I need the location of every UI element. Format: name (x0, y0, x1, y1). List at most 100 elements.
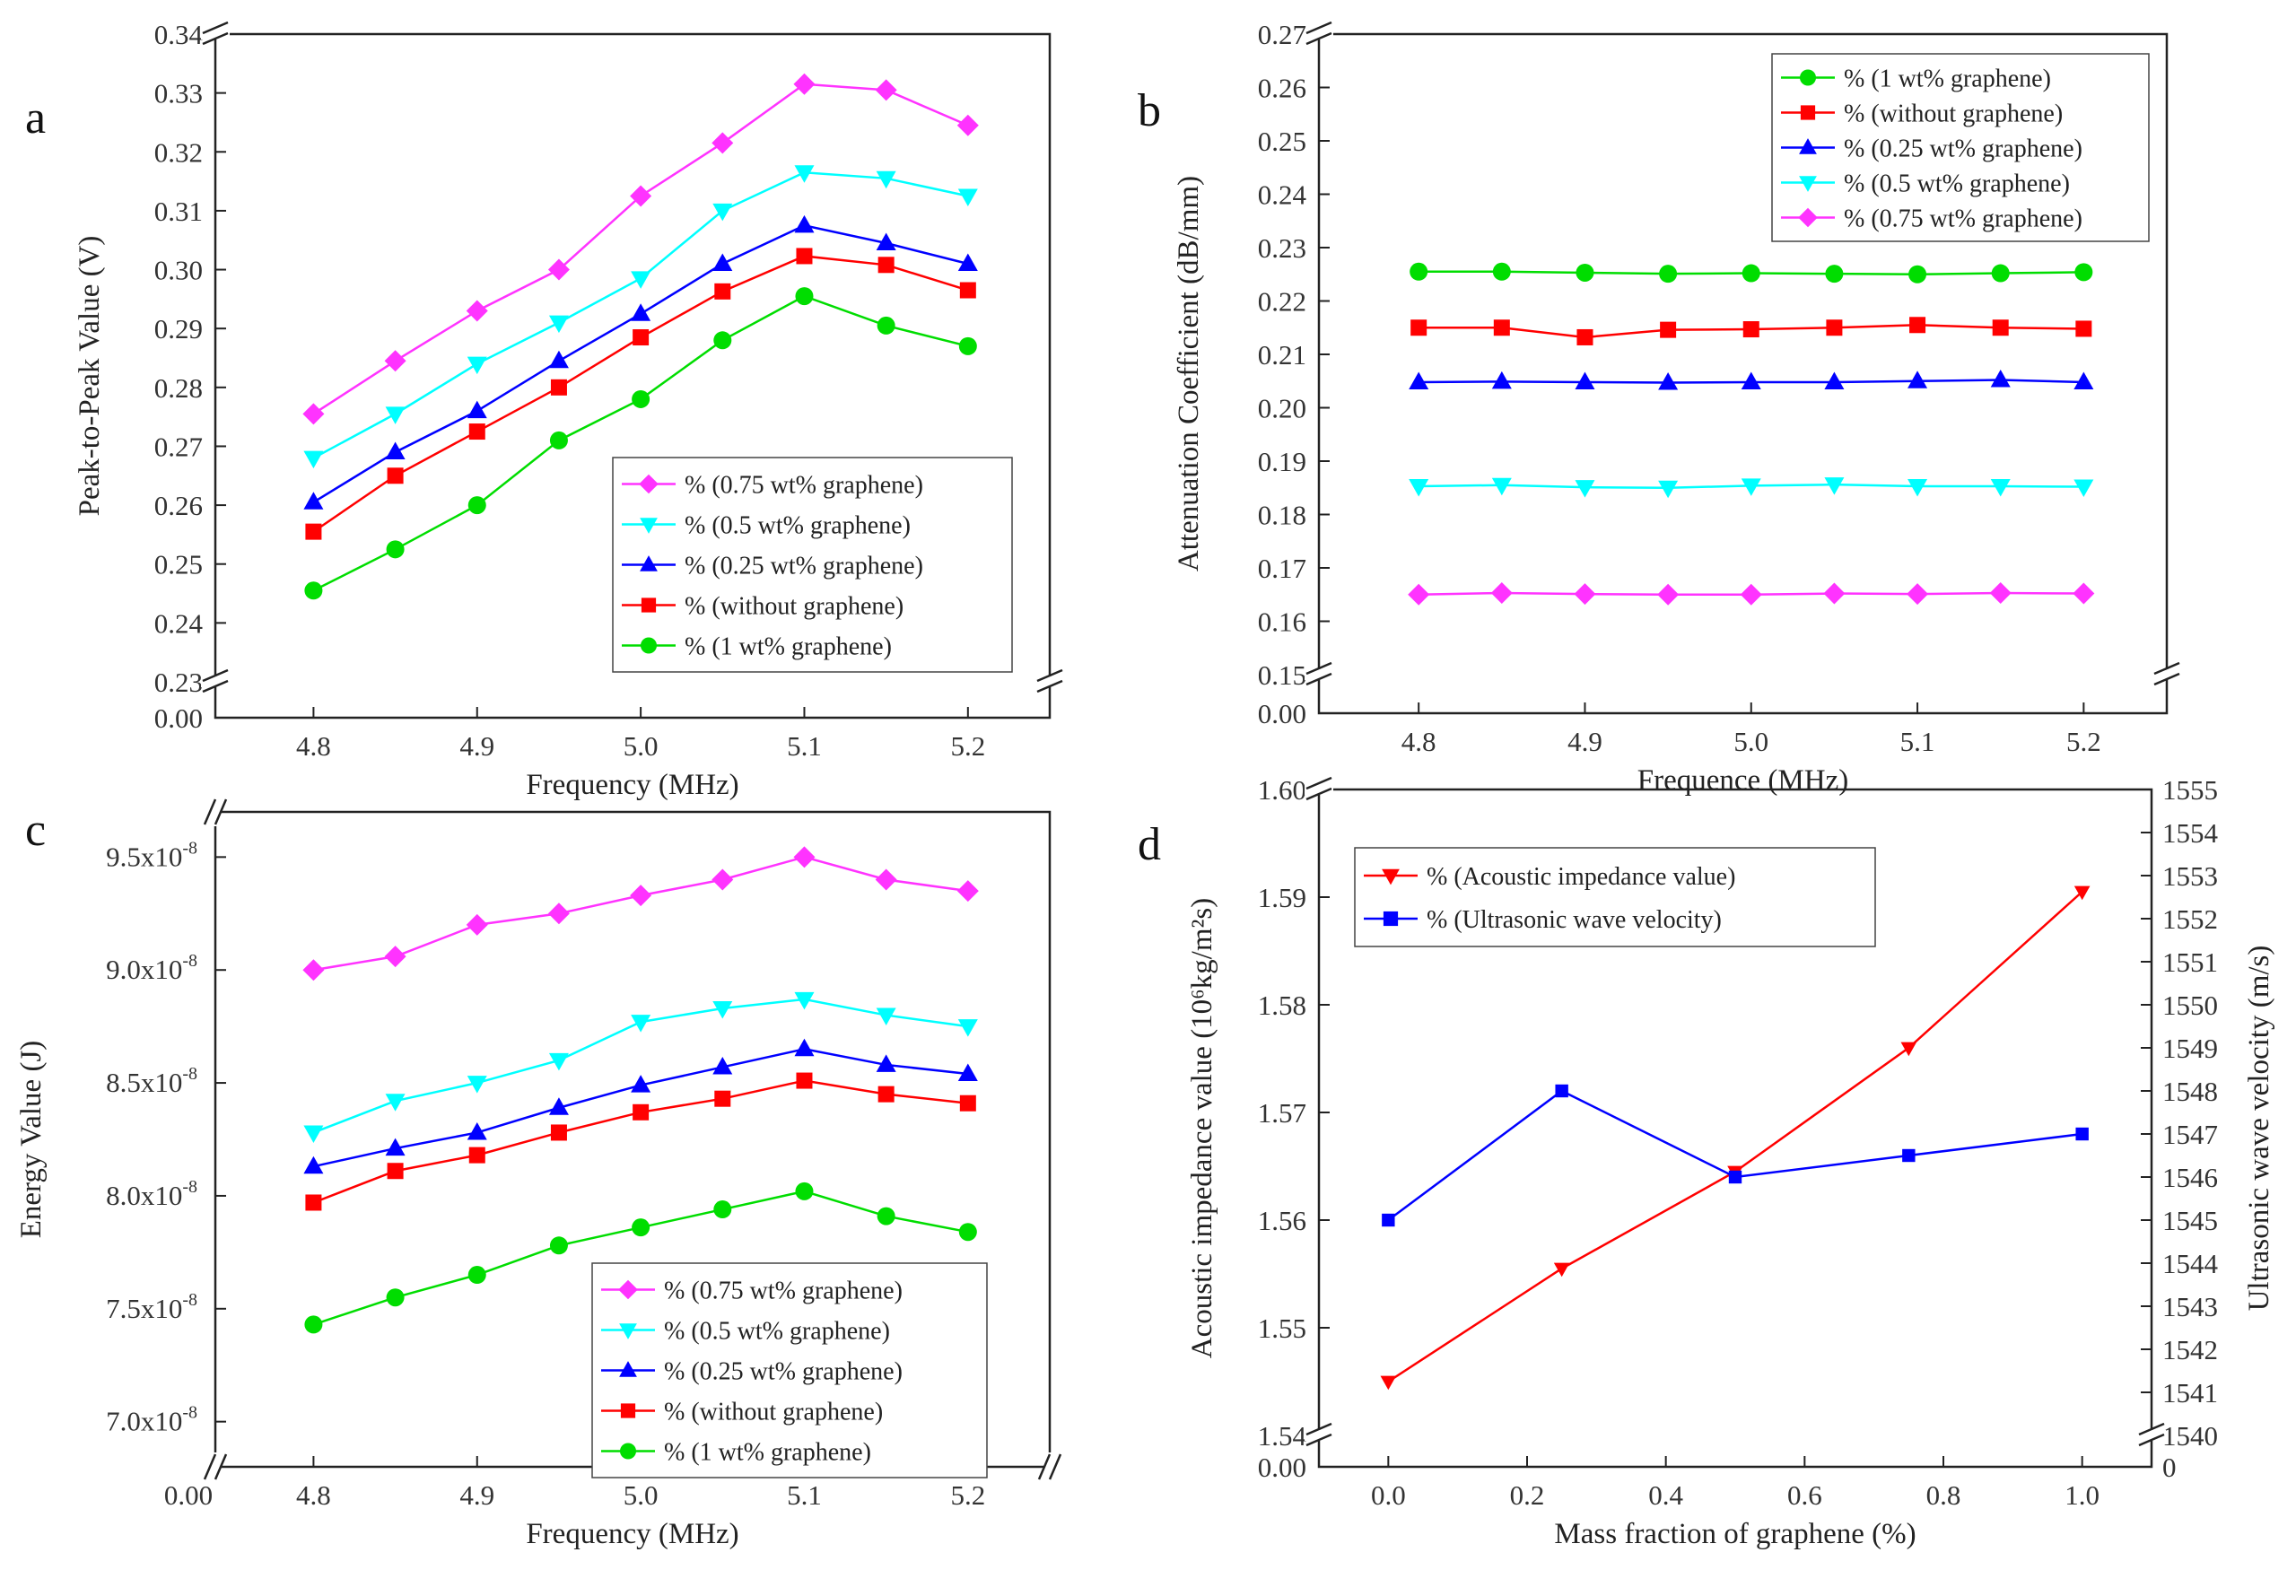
y-tick-label-a: 0.31 (154, 196, 203, 227)
x-axis-break-top-c (203, 798, 228, 826)
data-point-a-1 (631, 271, 651, 289)
y-right-tick-label-d: 1540 (2162, 1420, 2218, 1452)
y-tick-exponent-c: -8 (182, 1064, 197, 1084)
legend-marker-a-4 (641, 637, 657, 654)
data-point-a-0 (302, 403, 325, 425)
data-point-b-0 (1908, 265, 1927, 283)
data-point-a-2 (631, 303, 651, 321)
legend-marker-b-1 (1800, 105, 1816, 120)
y-right-tick-label-d: 1541 (2162, 1377, 2218, 1408)
series-line-d-0 (1387, 891, 2083, 1383)
legend-box-a (612, 457, 1013, 673)
x-tick-label-a: 4.8 (296, 730, 331, 762)
y-tick-label-d: 1.58 (1258, 990, 1306, 1021)
data-point-b-0 (1410, 262, 1428, 281)
data-point-c-4 (713, 1200, 732, 1219)
data-point-a-4 (795, 287, 814, 306)
y-tick-label-a: 0.32 (154, 136, 203, 168)
y-right-tick-label-d: 1546 (2162, 1162, 2218, 1193)
data-point-b-1 (1660, 321, 1677, 338)
data-point-d-1 (2075, 1127, 2089, 1141)
x-tick-label-c: 4.8 (296, 1479, 331, 1511)
panel-d-chart: d 1.54 1.55 1.56 1.57 1.58 1.59 1.60 1540 1541 154… (1138, 774, 2275, 1550)
data-point-b-2 (1908, 371, 1928, 388)
data-point-c-0 (630, 885, 652, 907)
data-point-c-4 (877, 1207, 895, 1225)
y-axis-break-top-d-slash-2 (1305, 787, 1332, 801)
data-point-b-4 (1907, 583, 1929, 606)
data-point-b-4 (1989, 581, 2012, 604)
legend-marker-d-1 (1383, 911, 1399, 927)
y-tick-label-d: 1.57 (1258, 1097, 1306, 1129)
y-right-tick-label-d: 1543 (2162, 1291, 2218, 1322)
y-right-tick-label-d: 1552 (2162, 903, 2218, 935)
y-right-tick-label-d: 1549 (2162, 1033, 2218, 1064)
series-line-c-0 (313, 856, 968, 972)
data-point-a-4 (877, 316, 895, 335)
y-axis-break-a (201, 668, 230, 693)
data-point-c-3 (387, 1163, 404, 1180)
y-right-tick-label-d: 1550 (2162, 990, 2218, 1021)
data-point-c-0 (547, 903, 570, 925)
y-axis-break-right-d-slash-1 (2138, 1422, 2165, 1436)
legend-label-a-4: % (1 wt% graphene) (685, 633, 892, 661)
x-tick-label-c: 5.1 (787, 1479, 822, 1511)
data-point-b-1 (2075, 320, 2092, 337)
data-point-a-4 (467, 496, 486, 515)
legend-label-c-2: % (0.25 wt% graphene) (664, 1358, 903, 1386)
data-point-d-1 (1728, 1170, 1742, 1184)
data-point-c-0 (711, 868, 734, 891)
x-tick-label-a: 5.0 (624, 730, 659, 762)
data-point-b-1 (1410, 319, 1427, 336)
y-right-tick-label-d: 1547 (2162, 1119, 2218, 1150)
data-point-a-1 (385, 406, 406, 424)
x-axis-label-d: Mass fraction of graphene (%) (1554, 1518, 1916, 1550)
y-tick-label-a: 0.34 (154, 19, 204, 50)
y-axis-break-top-a (201, 21, 230, 46)
legend-label-a-3: % (without graphene) (685, 593, 904, 621)
data-point-b-3 (1908, 478, 1928, 497)
data-point-c-1 (876, 1007, 896, 1026)
data-point-b-1 (1493, 319, 1510, 336)
y-axis-label-c: Energy Value (J) (15, 1041, 48, 1239)
y-tick-label-c: 9.5x10-8 (106, 838, 197, 872)
y-axis-break-a-slash-1 (202, 668, 229, 683)
y-break-label-d: 0.00 (1258, 1452, 1306, 1483)
legend-label-b-3: % (0.5 wt% graphene) (1844, 170, 2070, 198)
legend-label-a-0: % (0.75 wt% graphene) (685, 472, 923, 500)
data-point-c-1 (467, 1076, 487, 1094)
y-axis-label-b: Attenuation Coefficient (dB/mm) (1173, 176, 1205, 571)
y-right-break-label-d: 0 (2162, 1452, 2177, 1483)
y-right-tick-label-d: 1545 (2162, 1205, 2218, 1236)
x-tick-label-d: 1.0 (2065, 1479, 2100, 1511)
data-point-c-4 (304, 1315, 323, 1334)
data-point-c-2 (385, 1138, 406, 1156)
y-tick-label-c: 8.0x10-8 (106, 1177, 197, 1211)
data-point-c-4 (958, 1223, 977, 1242)
y-right-tick-label-d: 1542 (2162, 1334, 2218, 1365)
x-tick-label-c: 5.0 (624, 1479, 659, 1511)
y-tick-label-b: 0.23 (1258, 232, 1306, 264)
data-point-b-4 (1574, 583, 1596, 606)
data-point-a-3 (877, 257, 895, 274)
y-tick-exponent-c: -8 (182, 951, 197, 971)
y-tick-label-b: 0.16 (1258, 606, 1306, 638)
y-axis-break-d (1305, 1422, 1333, 1447)
y-right-tick-label-d: 1551 (2162, 946, 2218, 978)
data-point-c-1 (957, 1019, 978, 1037)
legend-label-d-0: % (Acoustic impedance value) (1427, 863, 1735, 891)
data-point-a-0 (793, 73, 816, 95)
y-tick-exponent-c: -8 (182, 838, 197, 858)
data-point-a-4 (958, 336, 977, 355)
y-tick-label-c: 8.5x10-8 (106, 1064, 197, 1098)
legend-label-c-1: % (0.5 wt% graphene) (664, 1318, 890, 1346)
x-axis-label-b: Frequence (MHz) (1637, 764, 1848, 797)
y-right-tick-label-d: 1553 (2162, 860, 2218, 892)
y-tick-label-d: 1.56 (1258, 1205, 1306, 1236)
legend-marker-b-0 (1800, 69, 1816, 86)
data-point-a-3 (305, 523, 322, 540)
data-point-a-4 (386, 540, 405, 559)
data-point-d-1 (1555, 1084, 1568, 1098)
data-point-b-2 (1658, 372, 1679, 390)
